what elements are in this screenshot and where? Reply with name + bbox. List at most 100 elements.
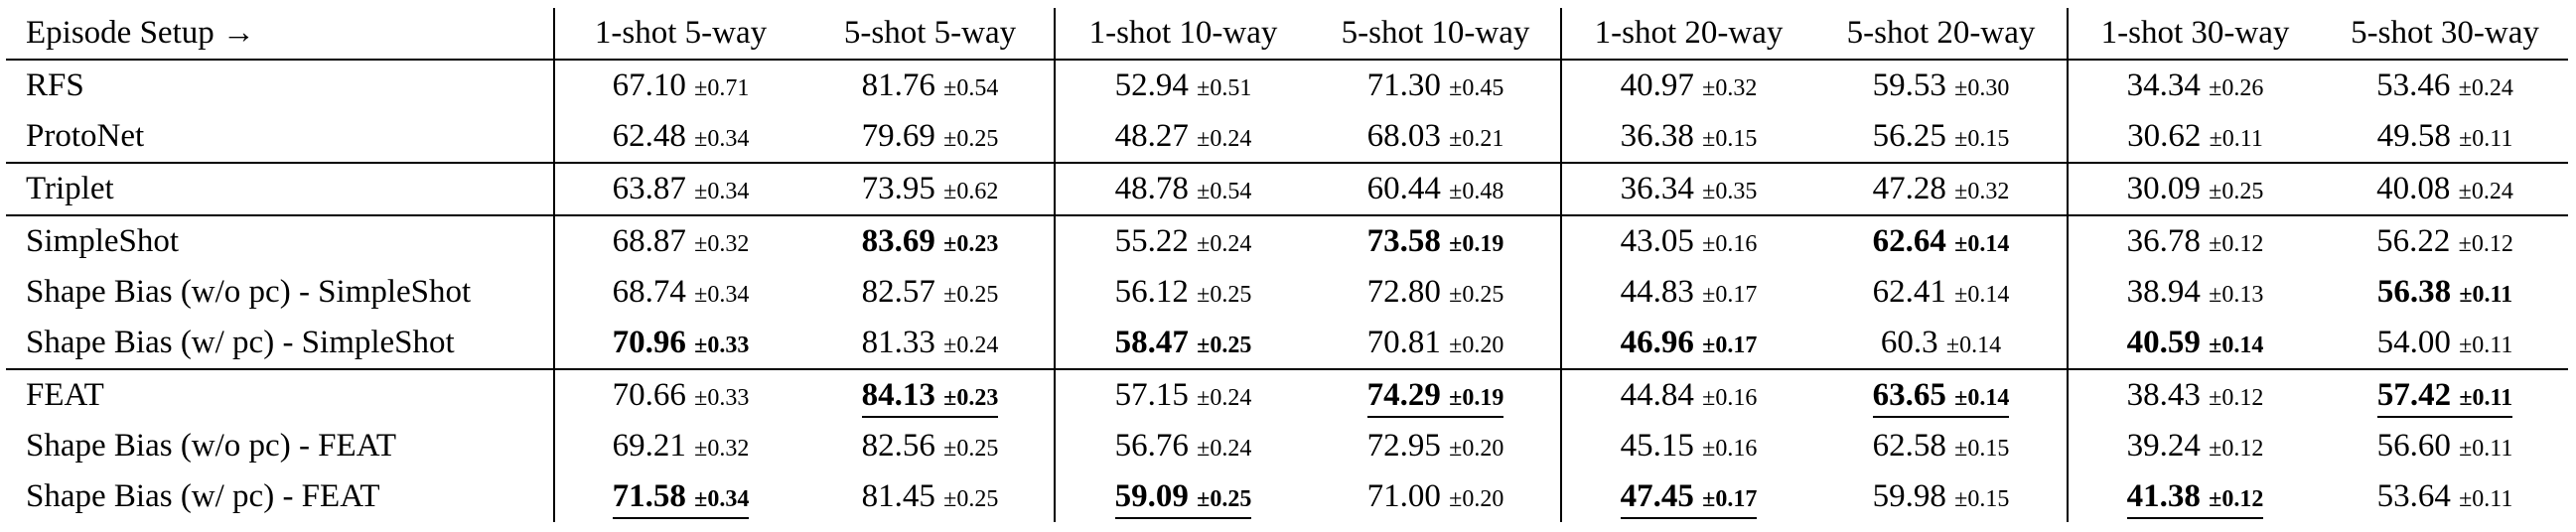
- std-value: ±0.25: [943, 282, 999, 308]
- mean-value: 60.3: [1880, 325, 1938, 360]
- mean-value: 62.64: [1872, 223, 1946, 259]
- std-value: ±0.21: [1449, 126, 1504, 152]
- result-cell: 70.81 ±0.20: [1311, 318, 1561, 369]
- result-value: 54.00 ±0.11: [2377, 325, 2513, 360]
- result-cell: 40.59 ±0.14: [2067, 318, 2322, 369]
- mean-value: 40.59: [2126, 325, 2201, 360]
- result-value: 67.10 ±0.71: [613, 67, 750, 103]
- mean-value: 34.34: [2126, 67, 2201, 103]
- header-row: Episode Setup → 1-shot 5-way 5-shot 5-wa…: [6, 8, 2568, 60]
- mean-value: 56.12: [1114, 274, 1189, 310]
- std-value: ±0.34: [694, 179, 750, 204]
- std-value: ±0.16: [1702, 436, 1758, 462]
- method-name: Shape Bias (w/o pc) - FEAT: [26, 428, 397, 464]
- result-cell: 48.27 ±0.24: [1054, 111, 1311, 163]
- result-value: 34.34 ±0.26: [2127, 67, 2264, 103]
- result-value: 81.33 ±0.24: [862, 325, 999, 360]
- result-cell: 69.21 ±0.32: [553, 421, 806, 471]
- result-value: 55.22 ±0.24: [1115, 223, 1252, 259]
- mean-value: 84.13: [861, 377, 935, 413]
- result-cell: 73.95 ±0.62: [806, 162, 1055, 215]
- mean-value: 38.43: [2126, 377, 2201, 413]
- result-cell: 63.87 ±0.34: [553, 162, 806, 215]
- table-row: SimpleShot 68.87 ±0.32 83.69 ±0.23 55.22 ±0…: [6, 214, 2568, 267]
- result-cell: 56.25 ±0.15: [1815, 111, 2068, 163]
- result-value: 40.59 ±0.14: [2127, 325, 2264, 360]
- result-value: 60.44 ±0.48: [1367, 171, 1504, 206]
- mean-value: 81.45: [861, 478, 935, 514]
- std-value: ±0.19: [1449, 231, 1504, 257]
- result-cell: 60.3 ±0.14: [1815, 318, 2068, 369]
- result-value: 56.60 ±0.11: [2377, 428, 2513, 464]
- result-value: 68.03 ±0.21: [1367, 118, 1504, 154]
- mean-value: 46.96: [1620, 325, 1694, 360]
- result-value: 83.69 ±0.23: [862, 223, 999, 259]
- table-row: Shape Bias (w/ pc) - SimpleShot 70.96 ±0.…: [6, 318, 2568, 369]
- std-value: ±0.54: [943, 75, 999, 101]
- result-value: 70.66 ±0.33: [613, 377, 750, 413]
- result-cell: 56.60 ±0.11: [2322, 421, 2568, 471]
- mean-value: 71.00: [1366, 478, 1441, 514]
- result-cell: 41.38 ±0.12: [2067, 471, 2322, 522]
- method-name: Shape Bias (w/ pc) - FEAT: [26, 478, 380, 514]
- col-header-episode-setup: Episode Setup →: [26, 15, 255, 51]
- result-value: 44.84 ±0.16: [1621, 377, 1758, 413]
- result-value: 72.80 ±0.25: [1367, 274, 1504, 310]
- std-value: ±0.25: [1197, 332, 1252, 358]
- result-cell: 36.34 ±0.35: [1560, 162, 1815, 215]
- method-name: SimpleShot: [6, 214, 554, 267]
- result-value: 56.12 ±0.25: [1115, 274, 1252, 310]
- std-value: ±0.35: [1702, 179, 1758, 204]
- result-cell: 63.65 ±0.14: [1815, 368, 2068, 421]
- result-cell: 67.10 ±0.71: [553, 59, 806, 111]
- table-row: Shape Bias (w/ pc) - FEAT 71.58 ±0.34 81.4…: [6, 471, 2568, 522]
- result-value: 44.83 ±0.17: [1621, 274, 1758, 310]
- mean-value: 56.22: [2376, 223, 2451, 259]
- std-value: ±0.32: [694, 436, 750, 462]
- result-cell: 81.76 ±0.54: [806, 59, 1055, 111]
- mean-value: 62.48: [612, 118, 686, 154]
- result-cell: 56.12 ±0.25: [1054, 267, 1311, 318]
- std-value: ±0.34: [694, 282, 750, 308]
- result-value: 47.28 ±0.32: [1873, 171, 2010, 206]
- result-value: 36.38 ±0.15: [1621, 118, 1758, 154]
- result-value: 62.41 ±0.14: [1873, 274, 2010, 310]
- std-value: ±0.24: [2458, 75, 2513, 101]
- mean-value: 81.33: [861, 325, 935, 360]
- result-cell: 30.09 ±0.25: [2067, 162, 2322, 215]
- std-value: ±0.15: [1702, 126, 1758, 152]
- std-value: ±0.30: [1954, 75, 2010, 101]
- result-value: 56.25 ±0.15: [1873, 118, 2010, 154]
- std-value: ±0.11: [2459, 126, 2513, 152]
- mean-value: 70.96: [612, 325, 686, 360]
- std-value: ±0.34: [694, 126, 750, 152]
- mean-value: 59.09: [1114, 478, 1189, 514]
- std-value: ±0.54: [1197, 179, 1252, 204]
- result-cell: 38.94 ±0.13: [2067, 267, 2322, 318]
- mean-value: 53.64: [2376, 478, 2451, 514]
- result-cell: 71.00 ±0.20: [1311, 471, 1561, 522]
- result-cell: 34.34 ±0.26: [2067, 59, 2322, 111]
- std-value: ±0.24: [1197, 126, 1252, 152]
- results-table: Episode Setup → 1-shot 5-way 5-shot 5-wa…: [6, 8, 2568, 522]
- std-value: ±0.12: [2209, 486, 2264, 512]
- result-cell: 36.38 ±0.15: [1560, 111, 1815, 163]
- result-cell: 59.09 ±0.25: [1054, 471, 1311, 522]
- table-row: ProtoNet 62.48 ±0.34 79.69 ±0.25 48.27 ±0.2…: [6, 111, 2568, 163]
- result-value: 53.64 ±0.11: [2377, 478, 2513, 514]
- result-cell: 40.97 ±0.32: [1560, 59, 1815, 111]
- std-value: ±0.33: [694, 385, 750, 411]
- result-value: 70.81 ±0.20: [1367, 325, 1504, 360]
- result-value: 30.62 ±0.11: [2127, 118, 2263, 154]
- std-value: ±0.11: [2209, 126, 2263, 152]
- table-row: Triplet 63.87 ±0.34 73.95 ±0.62 48.78 ±0.54…: [6, 162, 2568, 215]
- mean-value: 73.95: [861, 171, 935, 206]
- result-value: 74.29 ±0.19: [1366, 377, 1504, 418]
- result-cell: 44.83 ±0.17: [1560, 267, 1815, 318]
- col-header-1shot-10way: 1-shot 10-way: [1054, 8, 1311, 60]
- mean-value: 41.38: [2126, 478, 2201, 514]
- result-value: 82.57 ±0.25: [862, 274, 999, 310]
- mean-value: 59.53: [1872, 67, 1946, 103]
- std-value: ±0.15: [1954, 126, 2010, 152]
- result-value: 69.21 ±0.32: [613, 428, 750, 464]
